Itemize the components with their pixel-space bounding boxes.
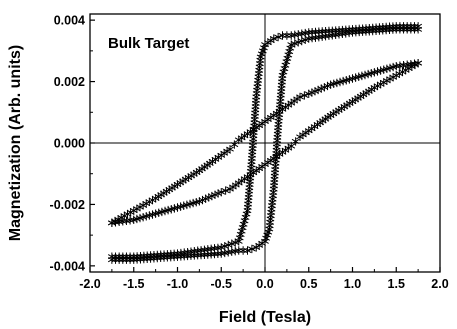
data-point-marker [395, 25, 404, 34]
data-point-marker [190, 251, 199, 260]
data-point-marker [243, 246, 252, 255]
data-point-marker [150, 254, 158, 263]
bulk-target-annotation: Bulk Target [108, 35, 189, 52]
data-point-marker [388, 25, 397, 34]
x-tick-label: 1.5 [388, 277, 405, 291]
data-point-marker [187, 251, 195, 260]
data-point-marker [382, 25, 391, 35]
data-point-marker [300, 91, 309, 100]
x-tick-label: 1.0 [344, 277, 361, 291]
data-point-marker [129, 255, 138, 264]
data-point-marker [176, 252, 185, 261]
data-point-marker [200, 250, 209, 259]
data-point-marker [170, 252, 179, 262]
data-point-marker [362, 27, 370, 36]
x-axis-ticks: -2.0 -1.5 -1.0 -0.5 0.0 0.5 1.0 1.5 2.0 [79, 267, 449, 291]
y-axis-ticks: -0.004 -0.002 0.000 0.002 0.004 [50, 14, 95, 273]
data-point-marker [217, 187, 226, 197]
x-tick-label: -2.0 [79, 277, 101, 291]
data-point-marker [122, 255, 131, 264]
data-point-marker [365, 27, 374, 36]
x-tick-label: 0.0 [256, 277, 273, 291]
data-point-marker [392, 25, 401, 34]
data-point-marker [126, 255, 135, 264]
x-tick-label: -1.0 [167, 277, 189, 291]
x-tick-label: -1.5 [123, 277, 145, 291]
data-point-marker [133, 255, 142, 264]
data-point-marker [406, 25, 415, 34]
data-point-marker [166, 252, 175, 262]
data-point-marker [269, 34, 278, 43]
data-point-marker [143, 254, 152, 263]
data-point-marker [403, 25, 412, 34]
data-point-marker [107, 255, 116, 264]
y-tick-label: 0.000 [54, 137, 85, 151]
data-point-marker [118, 255, 127, 264]
data-point-marker [410, 25, 419, 34]
data-point-marker [213, 249, 222, 259]
data-point-marker [139, 254, 148, 264]
data-point-marker [239, 246, 248, 255]
y-tick-label: 0.004 [54, 14, 85, 28]
y-tick-label: 0.002 [54, 75, 85, 89]
x-axis-title: Field (Tesla) [219, 309, 311, 326]
data-point-marker [375, 26, 384, 35]
data-point-marker [368, 26, 377, 36]
data-point-marker [111, 255, 120, 264]
data-point-marker [348, 28, 357, 37]
y-tick-label: -0.004 [50, 259, 85, 273]
data-point-marker [203, 250, 212, 259]
data-point-marker [183, 251, 192, 261]
data-point-marker [210, 249, 219, 259]
x-tick-label: 0.5 [300, 277, 317, 291]
data-point-marker [156, 253, 165, 263]
data-markers [107, 22, 423, 264]
data-point-marker [351, 27, 360, 37]
data-point-marker [226, 144, 234, 154]
data-point-marker [197, 250, 205, 260]
data-point-marker [282, 31, 291, 40]
data-point-marker [193, 251, 202, 260]
data-point-marker [136, 255, 145, 264]
data-point-marker [274, 32, 283, 42]
data-point-marker [385, 25, 394, 35]
data-point-marker [355, 27, 364, 37]
data-point-marker [221, 186, 230, 195]
data-point-marker [146, 254, 155, 263]
x-tick-label: 2.0 [431, 277, 448, 291]
data-point-marker [414, 58, 423, 68]
data-point-marker [399, 25, 408, 34]
x-tick-label: -0.5 [210, 277, 232, 291]
data-point-marker [163, 253, 172, 262]
data-point-marker [247, 244, 256, 254]
data-point-marker [414, 25, 423, 34]
data-point-marker [207, 250, 216, 259]
data-point-marker [180, 251, 189, 261]
data-point-marker [115, 255, 124, 264]
data-point-marker [372, 26, 380, 35]
data-point-marker [153, 253, 162, 263]
data-point-marker [230, 140, 239, 149]
data-point-marker [358, 27, 367, 36]
data-point-marker [296, 92, 304, 102]
data-point-marker [173, 252, 182, 261]
y-axis-title: Magnetization (Arb. units) [7, 45, 24, 241]
data-point-marker [160, 253, 168, 262]
data-point-marker [291, 137, 300, 146]
y-tick-label: -0.002 [50, 198, 85, 212]
data-point-marker [378, 26, 387, 35]
